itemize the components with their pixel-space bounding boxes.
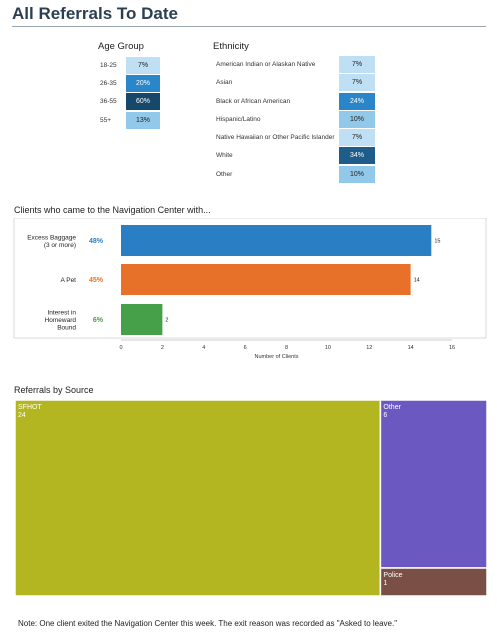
x-tick-label: 4	[202, 345, 205, 351]
x-tick-label: 2	[161, 345, 164, 351]
x-tick-label: 16	[449, 345, 455, 351]
age-group-value: 60%	[126, 93, 160, 110]
treemap-cell-value: 24	[18, 412, 26, 419]
x-tick-label: 6	[244, 345, 247, 351]
age-group-header: Age Group	[98, 41, 144, 52]
bar-value-label: 2	[165, 318, 168, 324]
bar-chart: 15 48% Excess Baggage(3 or more) 14 45% A Pet…	[13, 218, 487, 360]
category-label: Bound	[57, 325, 76, 332]
ethnicity-value: 34%	[339, 147, 375, 164]
bar-percent-label: 6%	[93, 317, 104, 324]
ethnicity-value: 7%	[339, 74, 375, 91]
age-group-label: 18-25	[100, 62, 117, 69]
category-label: Excess Baggage	[27, 234, 76, 241]
treemap-cell-name: SFHOT	[18, 404, 42, 411]
treemap-cell-name: Other	[383, 404, 401, 411]
treemap-cell	[14, 399, 382, 597]
bar-value-label: 14	[414, 278, 420, 284]
ethnicity-label: American Indian or Alaskan Native	[216, 61, 316, 68]
footnote: Note: One client exited the Navigation C…	[18, 619, 398, 628]
ethnicity-value: 10%	[339, 166, 375, 183]
ethnicity-value: 7%	[339, 56, 375, 73]
ethnicity-label: Black or African American	[216, 98, 291, 105]
category-label: Interest in	[47, 310, 76, 317]
age-group-value: 20%	[126, 75, 160, 92]
page-title: All Referrals To Date	[12, 4, 178, 23]
ethnicity-label: Asian	[216, 79, 233, 86]
category-label: A Pet	[60, 277, 76, 284]
treemap-cell	[379, 567, 488, 597]
chart-frame	[13, 218, 487, 339]
title-rule	[12, 26, 486, 27]
treemap-title: Referrals by Source	[14, 385, 94, 395]
age-group-label: 26-35	[100, 80, 117, 87]
ethnicity-value: 10%	[339, 111, 375, 128]
x-tick-label: 14	[408, 345, 414, 351]
treemap-cell-value: 1	[383, 580, 387, 587]
bar-percent-label: 45%	[89, 277, 104, 284]
age-group-label: 36-55	[100, 98, 117, 105]
ethnicity-label: Native Hawaiian or Other Pacific Islande…	[216, 134, 335, 141]
bar	[121, 225, 432, 256]
ethnicity-label: Hispanic/Latino	[216, 116, 261, 123]
x-tick-label: 10	[325, 345, 331, 351]
treemap-cell	[379, 399, 488, 569]
bar-value-label: 15	[434, 239, 440, 245]
ethnicity-label: Other	[216, 171, 233, 178]
category-label: Homeward	[45, 317, 77, 324]
bar-chart-title: Clients who came to the Navigation Cente…	[14, 205, 211, 215]
age-group-value: 13%	[126, 112, 160, 129]
x-tick-label: 12	[366, 345, 372, 351]
age-group-label: 55+	[100, 117, 112, 124]
bar	[121, 304, 163, 335]
age-group-value: 7%	[126, 57, 160, 74]
ethnicity-label: White	[216, 152, 233, 159]
x-tick-label: 0	[119, 345, 122, 351]
bar-percent-label: 48%	[89, 238, 104, 245]
ethnicity-value: 24%	[339, 93, 375, 110]
treemap-cell-name: Police	[383, 572, 402, 579]
x-axis-label: Number of Clients	[254, 354, 298, 360]
x-tick-label: 8	[285, 345, 288, 351]
bar	[121, 264, 411, 295]
treemap-cell-value: 6	[383, 412, 387, 419]
ethnicity-value: 7%	[339, 129, 375, 146]
category-label: (3 or more)	[44, 242, 76, 249]
ethnicity-header: Ethnicity	[213, 41, 249, 52]
